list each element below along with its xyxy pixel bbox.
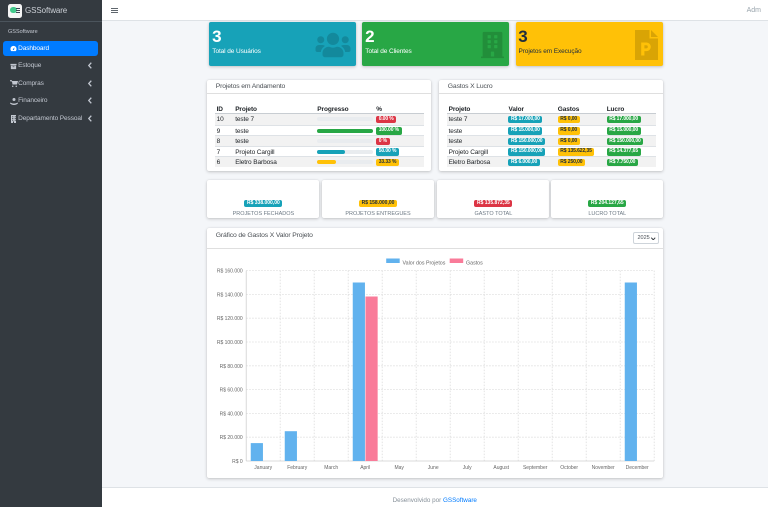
- svg-text:R$ 120.000: R$ 120.000: [217, 316, 243, 322]
- svg-text:R$ 60.000: R$ 60.000: [220, 388, 243, 394]
- svg-text:R$ 80.000: R$ 80.000: [220, 364, 243, 370]
- svg-text:August: August: [494, 465, 510, 471]
- svg-text:June: June: [428, 465, 439, 471]
- svg-text:February: February: [287, 465, 308, 471]
- svg-text:October: October: [561, 465, 579, 471]
- svg-text:R$ 160.000: R$ 160.000: [217, 269, 243, 275]
- svg-text:May: May: [395, 465, 405, 471]
- svg-text:July: July: [463, 465, 472, 471]
- svg-text:November: November: [592, 465, 615, 471]
- svg-text:September: September: [523, 465, 548, 471]
- svg-text:April: April: [360, 465, 370, 471]
- svg-text:R$ 100.000: R$ 100.000: [217, 340, 243, 346]
- svg-text:Gastos: Gastos: [466, 260, 483, 266]
- svg-text:Valor dos Projetos: Valor dos Projetos: [403, 260, 446, 266]
- svg-text:December: December: [626, 465, 649, 471]
- svg-text:R$ 0: R$ 0: [232, 459, 243, 465]
- svg-text:R$ 40.000: R$ 40.000: [220, 411, 243, 417]
- svg-text:R$ 140.000: R$ 140.000: [217, 292, 243, 298]
- svg-text:March: March: [325, 465, 339, 471]
- svg-text:R$ 20.000: R$ 20.000: [220, 435, 243, 441]
- svg-text:January: January: [255, 465, 273, 471]
